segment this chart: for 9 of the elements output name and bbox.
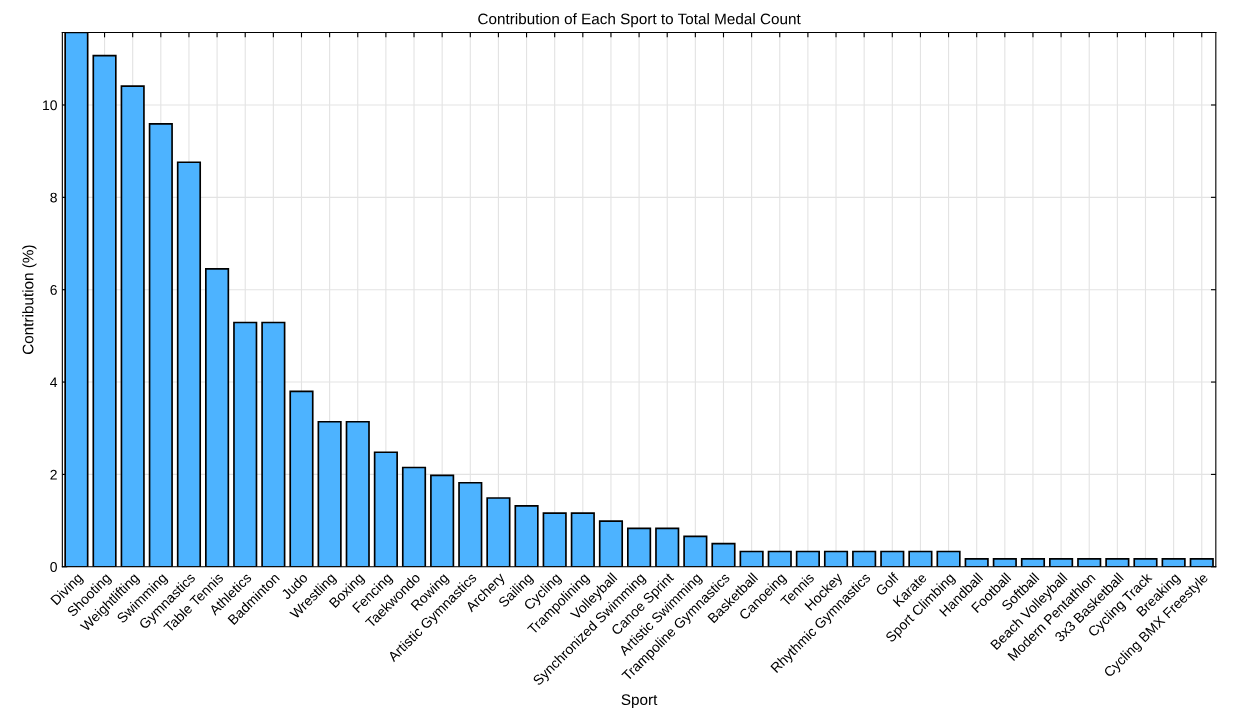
chart-title: Contribution of Each Sport to Total Medal Count [478,13,801,28]
y-tick-label: 4 [50,377,58,388]
y-tick-label: 8 [50,192,57,203]
y-tick-label: 2 [50,469,57,480]
y-axis-title: Contribution (%) [22,245,37,355]
y-tick-label: 0 [50,562,57,572]
y-tick-label: 6 [50,285,57,295]
y-tick-label: 10 [43,100,57,111]
x-axis-title: Sport [621,694,658,709]
